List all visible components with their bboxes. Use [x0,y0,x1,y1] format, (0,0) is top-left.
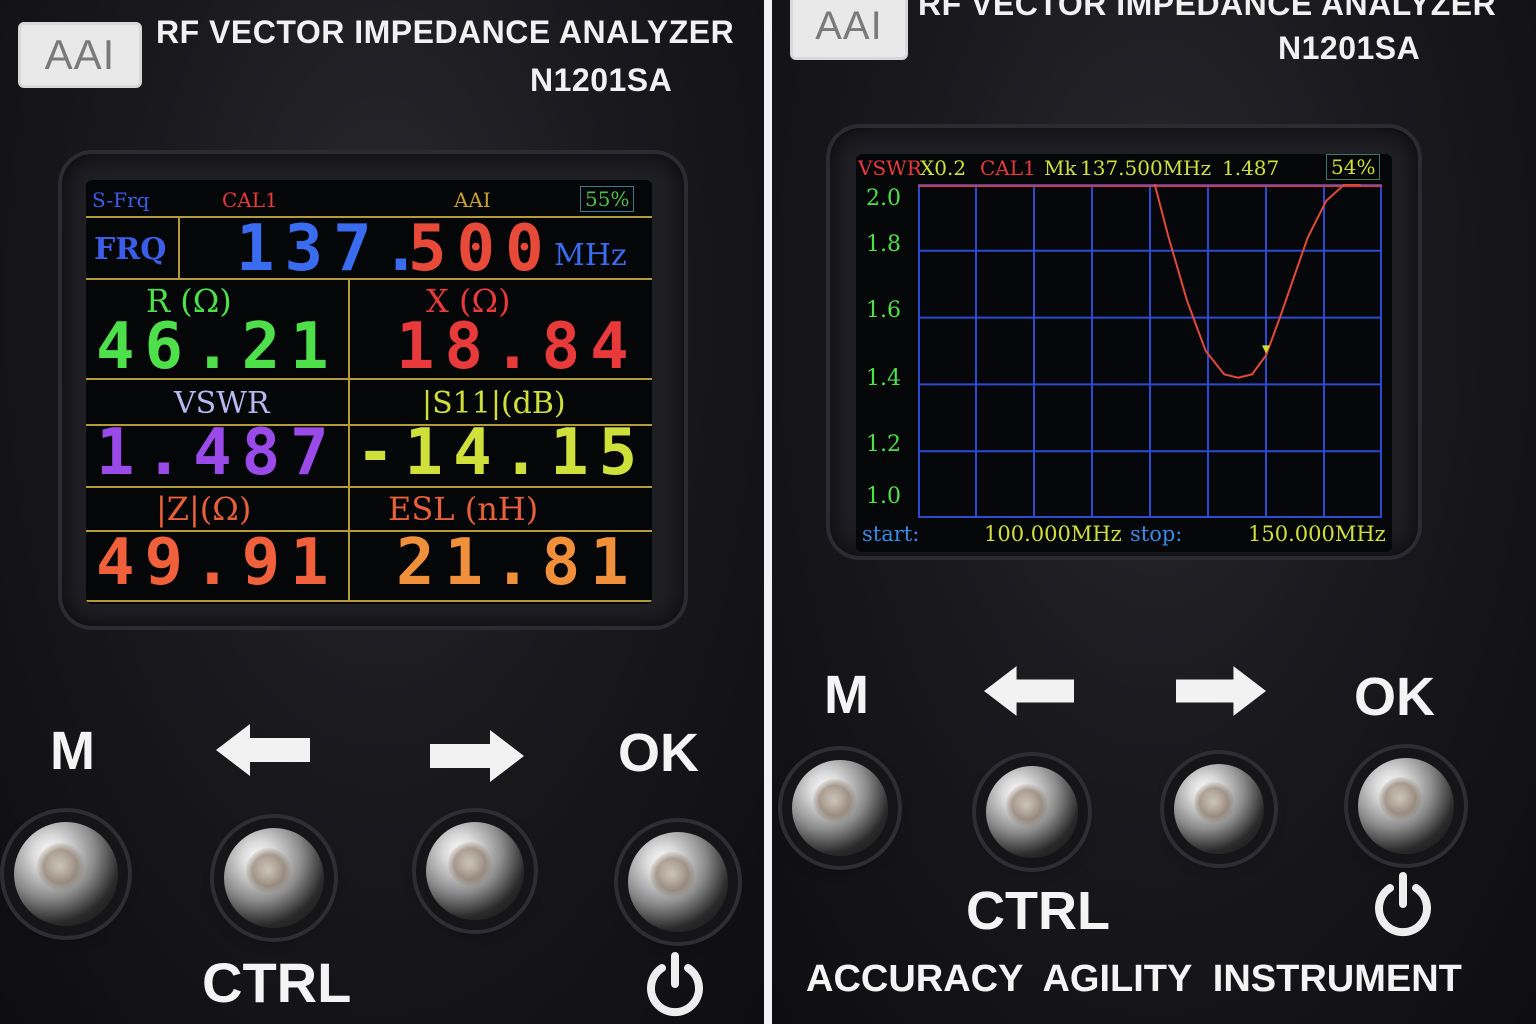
vswr-trace-line [1153,184,1361,379]
brand-label: AAI [454,188,491,212]
battery-indicator: 54% [1326,154,1381,180]
ctrl-label: CTRL [202,951,352,1014]
device-title: RF VECTOR IMPEDANCE ANALYZER [156,14,735,50]
ok-button-label: OK [1354,667,1435,727]
grid-line [86,600,652,602]
marker-value: 1.487 [1222,156,1280,180]
slogan: ACCURACY AGILITY INSTRUMENT [806,958,1462,1000]
grid-line [86,486,652,488]
grid-line [348,278,350,600]
right-photo-panel: AAI RF VECTOR IMPEDANCE ANALYZER N1201SA… [772,0,1536,1024]
grid-line [86,216,652,218]
s11-label: |S11|(dB) [422,386,566,421]
grid-line [86,424,652,426]
y-tick-label: 1.0 [866,484,901,509]
stop-label: stop: [1130,522,1183,546]
grid-line [86,530,652,532]
plot-scale-label: X0.2 [920,156,967,180]
left-button[interactable] [986,766,1078,858]
esl-value: 21.81 [396,526,639,600]
y-tick-label: 1.2 [866,432,901,457]
frq-value-khz: 500 [408,212,554,286]
aai-logo: AAI [18,22,142,88]
m-button[interactable] [792,760,888,856]
z-value: 49.91 [96,526,339,600]
m-button-label: M [824,665,869,725]
stop-frequency: 150.000MHz [1248,522,1386,546]
y-tick-label: 1.8 [866,232,901,257]
left-arrow-icon [984,666,1074,716]
frq-unit: MHz [554,238,627,273]
m-button[interactable] [14,822,118,926]
lcd-screen-vswr-plot: VSWR X0.2 CAL1 Mk 137.500MHz 1.487 54% 2… [856,154,1392,552]
vswr-value: 1.487 [96,416,339,490]
device-title: RF VECTOR IMPEDANCE ANALYZER [918,0,1497,22]
grid-line [86,278,652,280]
aai-logo: AAI [790,0,908,60]
vswr-label: VSWR [174,386,270,421]
s11-value: -14.15 [356,416,648,490]
esl-label: ESL (nH) [388,490,539,528]
z-label: |Z|(Ω) [156,490,252,528]
plot-mode-label: VSWR [858,156,922,180]
power-icon [1375,872,1431,937]
left-button[interactable] [224,828,324,928]
start-frequency: 100.000MHz [984,522,1122,546]
right-button[interactable] [1174,764,1264,854]
x-label: X (Ω) [426,282,511,320]
ctrl-label: CTRL [966,881,1110,941]
m-button-label: M [50,721,95,781]
left-arrow-icon [216,724,310,776]
frq-label: FRQ [94,232,167,267]
right-button[interactable] [426,822,524,920]
vswr-plot-area [918,184,1382,518]
frq-value-mhz: 137. [236,212,431,286]
battery-indicator: 55% [580,186,635,212]
right-arrow-icon [430,730,524,782]
marker-frequency: 137.500MHz [1080,156,1212,180]
ok-button[interactable] [1358,758,1454,854]
r-value: 46.21 [96,310,339,384]
r-label: R (Ω) [146,282,232,320]
plot-cal-label: CAL1 [980,156,1036,180]
lcd-screen-measurements: S-Frq CAL1 AAI 55% FRQ 137. 500 MHz R (Ω… [86,180,652,604]
image-divider [764,0,772,1024]
device-model: N1201SA [530,62,673,98]
right-arrow-icon [1176,666,1266,716]
grid-line [86,378,652,380]
y-tick-label: 1.6 [866,298,901,323]
x-value: 18.84 [396,310,639,384]
cal-label: CAL1 [222,188,278,212]
power-icon [647,952,703,1017]
ok-button-label: OK [618,723,699,783]
y-tick-label: 1.4 [866,366,901,391]
ok-button[interactable] [628,832,728,932]
grid-line [178,216,180,278]
left-photo-panel: AAI RF VECTOR IMPEDANCE ANALYZER N1201SA… [0,0,764,1024]
marker-label: Mk [1044,156,1077,180]
mode-label: S-Frq [92,188,150,212]
start-label: start: [862,522,920,546]
device-model: N1201SA [1278,30,1421,66]
y-tick-label: 2.0 [866,186,901,211]
marker-point [1262,345,1270,354]
